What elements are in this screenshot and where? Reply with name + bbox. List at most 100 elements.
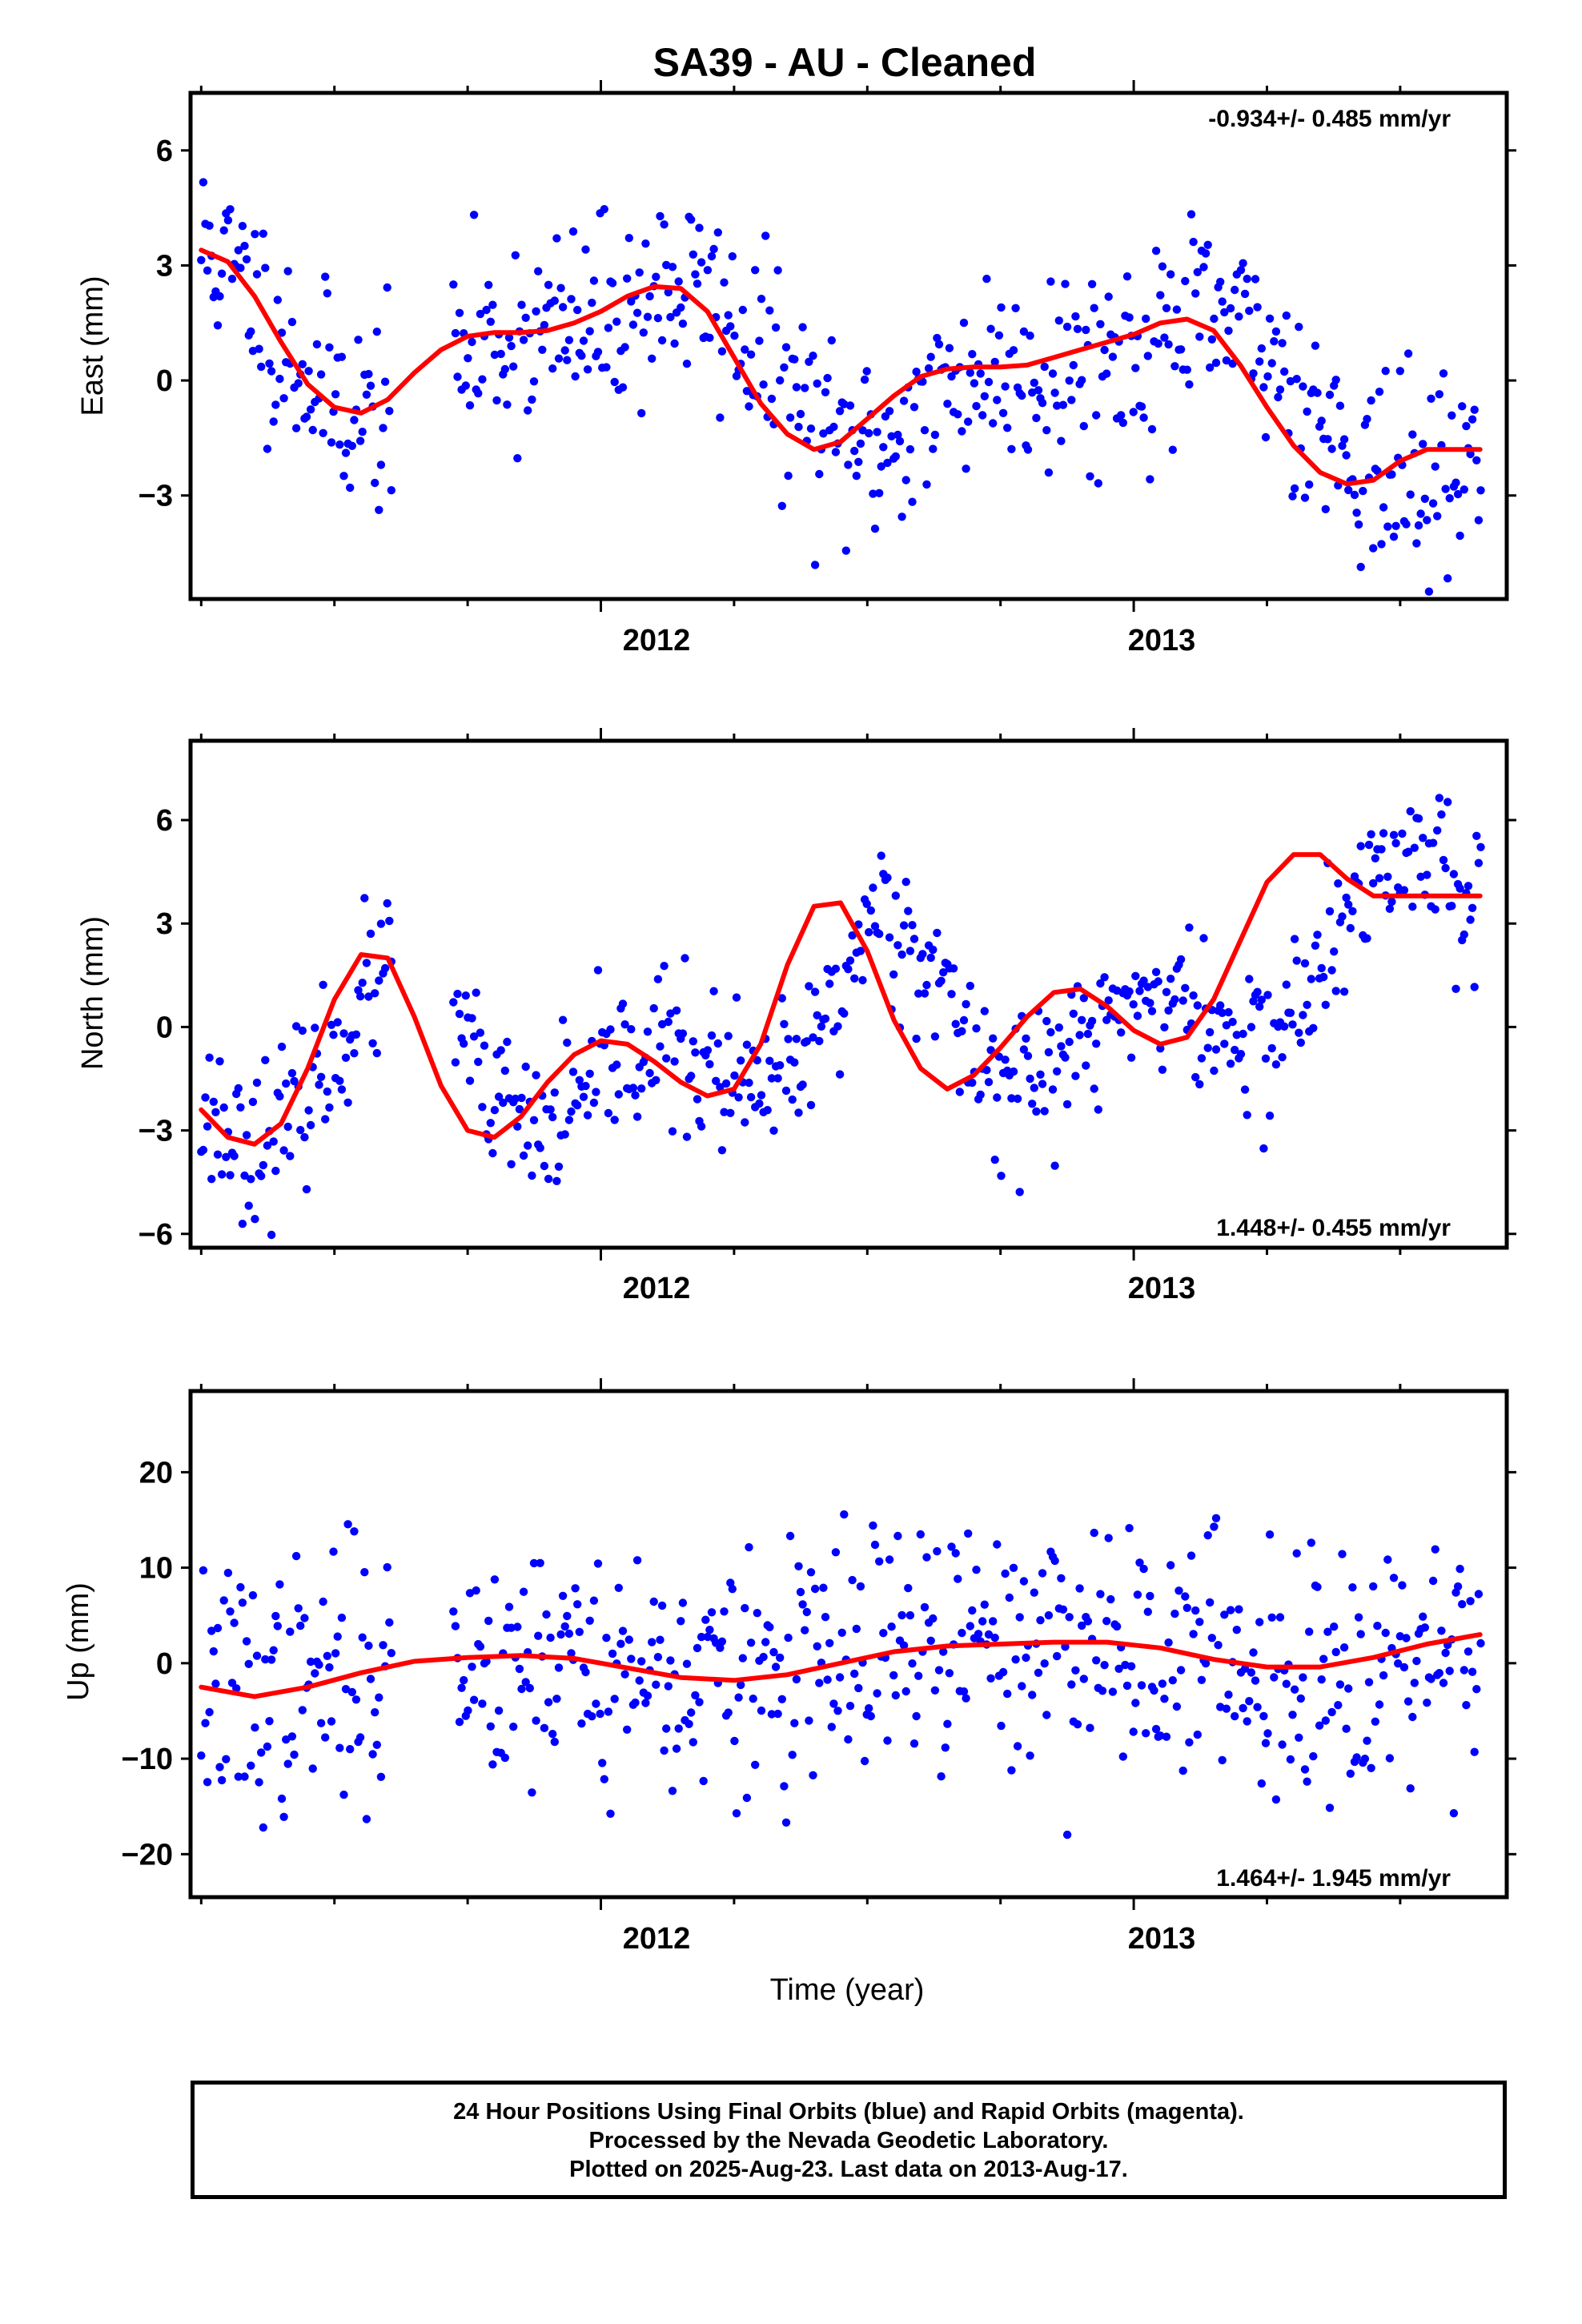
east-point [1275,385,1285,394]
up-point [211,1679,220,1688]
up-xtick-label-2012: 2012 [623,1922,691,1956]
up-point [780,1782,789,1791]
up-point [697,1632,706,1642]
north-point [1263,991,1272,999]
north-point [211,1108,220,1117]
up-point [784,1633,793,1642]
east-point [484,280,493,289]
up-point [329,1547,338,1556]
up-point [1040,1659,1049,1668]
north-point [1146,999,1154,1007]
east-point [713,228,722,237]
north-ytick-label: 3 [156,907,173,941]
east-point [227,275,237,283]
east-point [841,546,851,555]
north-point [337,1085,347,1094]
north-point [693,1095,702,1104]
up-point [360,1568,369,1577]
up-point [201,1719,210,1727]
up-point [252,1651,262,1660]
east-point [507,341,516,351]
up-point [1011,1655,1020,1664]
east-point [845,401,855,410]
north-point [306,1120,315,1130]
up-point [217,1775,227,1785]
east-point [275,374,284,384]
north-point [790,1058,799,1067]
up-point [558,1591,568,1601]
up-point [1472,1685,1481,1694]
north-point [1472,831,1481,841]
up-point [883,1736,892,1745]
up-point [1053,1651,1062,1661]
up-point [536,1558,544,1568]
north-point [918,950,927,959]
up-point [845,1702,855,1711]
east-point [567,295,576,304]
east-point [366,381,375,390]
east-point [219,226,228,235]
up-point [798,1600,807,1609]
north-point [1449,870,1459,879]
north-point [1255,1002,1264,1011]
up-point [1019,1577,1029,1586]
east-point [670,339,679,348]
east-point [252,270,262,279]
east-point [350,416,359,424]
north-rate-label: 1.448+/- 0.455 mm/yr [1216,1215,1451,1241]
up-point [806,1568,816,1577]
east-point [1423,516,1431,525]
north-point [304,1106,313,1115]
east-point [1424,587,1434,596]
up-point [1030,1588,1039,1597]
north-point [809,1033,817,1042]
north-point [1290,935,1299,943]
north-point [668,1127,677,1136]
up-point [964,1529,973,1538]
east-point [813,379,821,388]
footer-line-3: Plotted on 2025-Aug-23. Last data on 201… [569,2157,1128,2182]
north-point [517,1093,526,1103]
north-point [579,1092,588,1101]
north-point [1160,1023,1169,1032]
up-point [1278,1740,1287,1749]
north-point [926,953,935,963]
east-point [618,383,628,392]
east-point [604,324,613,332]
north-point [606,1025,615,1034]
up-point [1143,1607,1153,1616]
east-point [1236,266,1246,275]
north-point [1313,931,1322,939]
north-point [632,1112,642,1121]
up-point [205,1707,214,1717]
up-point [242,1637,251,1646]
east-point [1317,416,1326,425]
north-point [705,1059,714,1069]
north-point [660,962,669,971]
north-point [279,1146,288,1155]
up-point [1005,1593,1014,1602]
north-point [732,993,741,1002]
up-point [564,1629,574,1638]
up-point [908,1659,917,1668]
east-point [652,272,661,281]
north-point [1158,1065,1167,1075]
up-plot-frame [188,1389,1509,1900]
up-point [507,1623,516,1632]
east-point [331,390,340,399]
north-point [833,1022,842,1031]
east-point [251,230,259,239]
east-point [1286,376,1295,386]
east-point [716,413,725,422]
east-point [1102,369,1111,378]
east-point [476,309,485,319]
up-point [937,1772,946,1781]
north-point [810,987,820,996]
up-point [1210,1522,1219,1531]
north-point [1253,987,1262,996]
east-panel: East (mm) -0.934+/- 0.485 mm/yr 2012 201… [76,80,1516,657]
up-point [1096,1590,1105,1598]
east-point [648,354,656,363]
north-point [532,1071,540,1080]
east-point [1100,345,1109,355]
